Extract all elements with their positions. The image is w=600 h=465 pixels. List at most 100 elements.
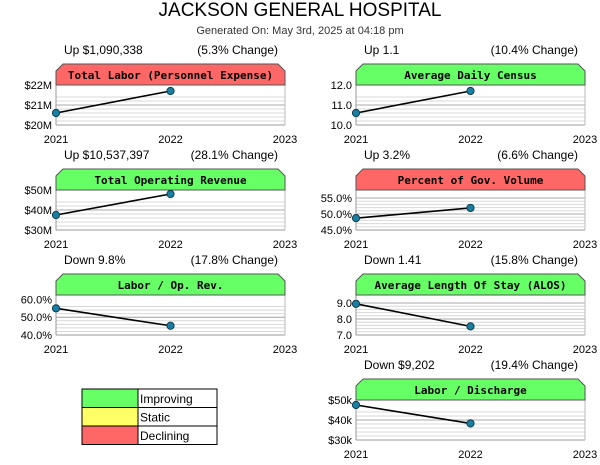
y-tick-label: $50k xyxy=(328,395,352,407)
kpi-chart-4: Down 9.8% (17.8% Change) 40.0% 50.0% 60.0% 20… xyxy=(21,253,297,356)
change-amount: Up 1.1 xyxy=(364,43,400,57)
x-tick-label: 2022 xyxy=(458,449,482,461)
x-tick-label: 2021 xyxy=(344,344,368,356)
chart-title: Labor / Op. Rev. xyxy=(118,279,224,292)
y-tick-label: $30k xyxy=(328,435,352,447)
kpi-charts: Up $1,090,338 (5.3% Change) $20M $21M $22M 20… xyxy=(21,43,597,461)
percent-change: (5.3% Change) xyxy=(197,43,278,57)
percent-change: (17.8% Change) xyxy=(191,253,278,267)
kpi-chart-3: Up 3.2% (6.6% Change) 45.0% 50.0% 55.0% 2021 2… xyxy=(321,148,597,251)
chart-title: Total Operating Revenue xyxy=(94,174,247,187)
status-banner xyxy=(355,378,586,401)
status-banner xyxy=(355,168,586,191)
y-tick-label: 50.0% xyxy=(321,209,352,221)
x-tick-label: 2023 xyxy=(573,134,597,146)
percent-change: (28.1% Change) xyxy=(191,148,278,162)
generated-timestamp: Generated On: May 3rd, 2025 at 04:18 pm xyxy=(196,25,403,37)
status-banner xyxy=(55,168,286,191)
kpi-chart-0: Up $1,090,338 (5.3% Change) $20M $21M $22M 20… xyxy=(24,43,297,146)
percent-change: (6.6% Change) xyxy=(497,148,578,162)
legend-swatch-static xyxy=(81,407,139,427)
x-tick-label: 2021 xyxy=(344,134,368,146)
chart-title: Total Labor (Personnel Expense) xyxy=(68,69,273,82)
data-point xyxy=(166,321,175,330)
data-point xyxy=(351,214,361,223)
status-banner xyxy=(55,63,286,86)
y-tick-label: $40M xyxy=(24,205,52,217)
x-tick-label: 2021 xyxy=(44,239,68,251)
change-amount: Up $10,537,397 xyxy=(64,148,150,162)
series-line xyxy=(355,303,471,328)
x-tick-label: 2022 xyxy=(158,134,182,146)
x-tick-label: 2022 xyxy=(158,239,182,251)
series-line xyxy=(355,90,471,114)
legend-swatch-improving xyxy=(81,388,139,408)
status-banner xyxy=(55,273,286,296)
x-tick-label: 2022 xyxy=(158,344,182,356)
kpi-chart-6: Down $9,202 (19.4% Change) $30k $40k $50k 202… xyxy=(328,358,597,461)
data-point xyxy=(466,419,475,428)
x-tick-label: 2022 xyxy=(458,344,482,356)
series-line xyxy=(55,90,171,114)
y-tick-label: $50M xyxy=(24,185,52,197)
legend-swatch-declining xyxy=(81,425,139,445)
y-tick-label: $21M xyxy=(24,100,52,112)
change-amount: Down 9.8% xyxy=(64,253,126,267)
chart-title: Average Daily Census xyxy=(404,69,536,82)
x-tick-label: 2022 xyxy=(458,239,482,251)
chart-title: Percent of Gov. Volume xyxy=(398,174,544,187)
y-tick-label: $22M xyxy=(24,80,52,92)
data-point xyxy=(466,86,475,96)
y-tick-label: 9.0 xyxy=(337,298,352,310)
legend-cell xyxy=(137,425,218,445)
status-legend: Improving Static Declining xyxy=(81,388,218,445)
change-amount: Down 1.41 xyxy=(364,253,422,267)
y-tick-label: 11.0 xyxy=(331,100,352,112)
x-tick-label: 2023 xyxy=(573,239,597,251)
legend-label-declining: Declining xyxy=(140,429,189,443)
x-tick-label: 2023 xyxy=(573,449,597,461)
legend-label-improving: Improving xyxy=(140,392,193,406)
chart-title: Labor / Discharge xyxy=(414,384,527,397)
y-tick-label: 55.0% xyxy=(321,193,352,205)
legend-label-static: Static xyxy=(140,411,170,425)
x-tick-label: 2021 xyxy=(344,239,368,251)
data-point xyxy=(166,86,175,96)
data-point xyxy=(166,189,175,199)
status-banner xyxy=(355,63,586,86)
percent-change: (15.8% Change) xyxy=(491,253,578,267)
y-tick-label: 60.0% xyxy=(21,294,52,306)
data-point xyxy=(51,304,61,313)
y-tick-label: 12.0 xyxy=(331,80,352,92)
x-tick-label: 2021 xyxy=(344,449,368,461)
y-tick-label: 7.0 xyxy=(337,330,352,342)
x-tick-label: 2023 xyxy=(273,239,297,251)
kpi-chart-2: Up $10,537,397 (28.1% Change) $30M $40M $50M… xyxy=(24,148,297,251)
chart-title: Average Length Of Stay (ALOS) xyxy=(374,279,566,292)
y-tick-label: 50.0% xyxy=(21,312,52,324)
percent-change: (10.4% Change) xyxy=(491,43,578,57)
series-line xyxy=(55,193,171,216)
y-tick-label: $20M xyxy=(24,120,52,132)
data-point xyxy=(351,108,361,118)
data-point xyxy=(51,210,61,220)
data-point xyxy=(351,400,361,410)
y-tick-label: $30M xyxy=(24,225,52,237)
data-point xyxy=(51,108,61,118)
x-tick-label: 2023 xyxy=(273,134,297,146)
kpi-chart-1: Up 1.1 (10.4% Change) 10.0 11.0 12.0 2021 2022… xyxy=(331,43,598,146)
report-title: JACKSON GENERAL HOSPITAL xyxy=(159,0,442,21)
x-tick-label: 2021 xyxy=(44,344,68,356)
y-tick-label: $40k xyxy=(328,415,352,427)
x-tick-label: 2021 xyxy=(44,134,68,146)
status-banner xyxy=(355,273,586,296)
x-tick-label: 2023 xyxy=(273,344,297,356)
percent-change: (19.4% Change) xyxy=(491,358,578,372)
kpi-chart-5: Down 1.41 (15.8% Change) 7.0 8.0 9.0 2021 2022… xyxy=(337,253,598,356)
x-tick-label: 2022 xyxy=(458,134,482,146)
x-tick-label: 2023 xyxy=(573,344,597,356)
change-amount: Up $1,090,338 xyxy=(64,43,143,57)
y-tick-label: 10.0 xyxy=(331,120,352,132)
change-amount: Down $9,202 xyxy=(364,358,435,372)
